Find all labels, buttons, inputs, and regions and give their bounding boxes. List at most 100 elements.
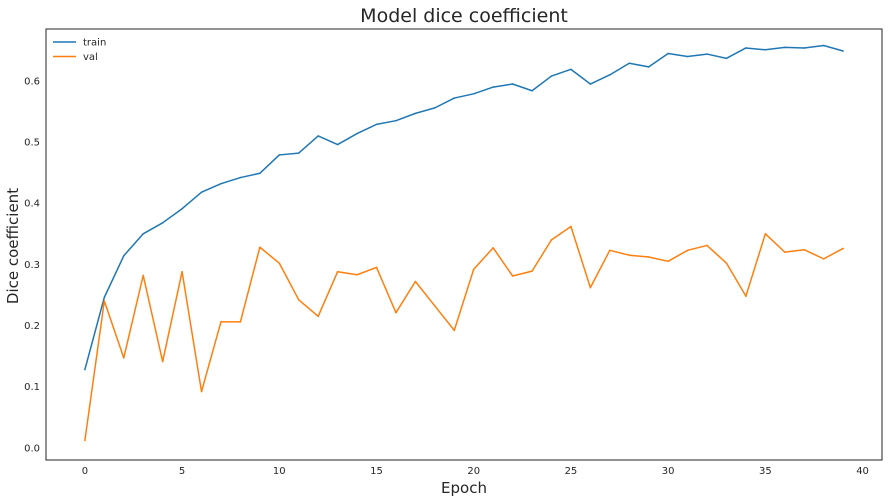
data-point-train [84, 368, 86, 371]
x-tick-label: 35 [759, 466, 772, 477]
data-point-train [725, 57, 728, 60]
data-point-val [220, 321, 222, 323]
data-point-train [667, 52, 669, 55]
data-point-train [706, 53, 708, 55]
data-point-train [628, 62, 631, 65]
y-tick-label: 0.2 [24, 321, 40, 332]
legend-label-val: val [83, 52, 98, 63]
data-point-val [142, 274, 145, 277]
data-point-val [200, 390, 203, 393]
data-point-train [686, 55, 689, 58]
data-point-val [278, 262, 281, 264]
y-tick-label: 0.6 [24, 76, 40, 87]
data-point-train [511, 83, 514, 85]
data-point-train [122, 255, 125, 257]
chart-title: Model dice coefficient [360, 5, 568, 27]
data-point-train [239, 176, 242, 179]
data-point-train [297, 152, 300, 154]
series-line-val [84, 225, 844, 441]
data-point-train [764, 48, 767, 51]
data-point-val [511, 275, 514, 277]
x-tick-label: 5 [179, 466, 185, 477]
data-point-train [453, 97, 456, 99]
y-axis-title: Dice coefficient [4, 188, 22, 304]
data-point-val [259, 246, 261, 249]
x-tick-label: 25 [565, 466, 578, 477]
data-point-train [589, 83, 592, 85]
data-point-val [764, 233, 767, 235]
data-point-val [570, 225, 572, 228]
data-point-val [375, 266, 378, 269]
x-axis-title: Epoch [441, 479, 487, 497]
data-point-train [356, 132, 358, 135]
x-tick-label: 15 [370, 466, 383, 477]
data-point-val [589, 286, 592, 289]
data-point-val [803, 248, 806, 251]
data-point-train [220, 182, 222, 185]
data-point-val [706, 244, 708, 247]
data-point-train [434, 107, 436, 109]
data-point-train [395, 119, 397, 122]
data-point-train [822, 44, 825, 47]
data-point-val [453, 329, 456, 332]
data-point-val [103, 300, 106, 302]
data-point-train [278, 154, 281, 156]
data-point-val [609, 249, 611, 252]
x-axis: 0 5 10 15 20 25 30 35 40 [82, 466, 869, 477]
data-point-train [570, 68, 572, 71]
legend: train val [53, 38, 106, 63]
x-tick-label: 10 [273, 466, 286, 477]
data-point-val [725, 262, 728, 264]
y-tick-label: 0.5 [24, 138, 40, 149]
y-tick-label: 0.0 [24, 443, 40, 454]
data-point-val [414, 280, 417, 283]
data-point-val [686, 249, 689, 252]
data-point-val [783, 251, 786, 253]
data-point-val [395, 311, 397, 314]
data-point-val [531, 270, 533, 272]
y-tick-label: 0.3 [24, 260, 40, 271]
data-point-val [647, 256, 650, 258]
data-point-train [803, 47, 806, 49]
data-point-val [434, 305, 436, 307]
data-point-val [317, 315, 319, 318]
data-point-train [414, 112, 417, 115]
data-point-val [84, 439, 86, 442]
data-point-val [297, 299, 300, 301]
data-point-train [550, 75, 553, 77]
x-tick-label: 40 [856, 466, 869, 477]
data-point-val [492, 247, 494, 249]
x-tick-label: 0 [82, 466, 88, 477]
data-point-train [317, 135, 319, 137]
y-axis: 0.0 0.1 0.2 0.3 0.4 0.5 0.6 [24, 76, 40, 454]
data-point-val [122, 357, 125, 359]
plot-frame [45, 28, 883, 461]
data-point-val [356, 273, 358, 276]
data-point-val [336, 270, 339, 273]
x-tick-label: 30 [662, 466, 675, 477]
series-group [84, 44, 844, 442]
data-point-train [842, 50, 844, 52]
data-point-train [609, 74, 611, 76]
data-point-val [161, 360, 164, 363]
data-point-train [783, 46, 786, 49]
data-point-val [550, 239, 553, 241]
data-point-val [842, 247, 844, 250]
y-tick-label: 0.4 [24, 199, 40, 210]
legend-label-train: train [83, 38, 106, 49]
data-point-train [531, 89, 533, 92]
data-point-val [239, 321, 242, 323]
data-point-train [336, 143, 339, 146]
data-point-train [375, 123, 378, 126]
data-point-val [822, 258, 825, 260]
series-line-train [84, 44, 844, 370]
data-point-train [472, 93, 475, 95]
data-point-train [492, 86, 494, 88]
data-point-train [103, 296, 106, 299]
data-point-train [142, 233, 145, 235]
data-point-val [745, 295, 747, 297]
data-point-train [181, 207, 183, 210]
data-point-train [259, 172, 261, 175]
data-point-train [745, 47, 747, 49]
